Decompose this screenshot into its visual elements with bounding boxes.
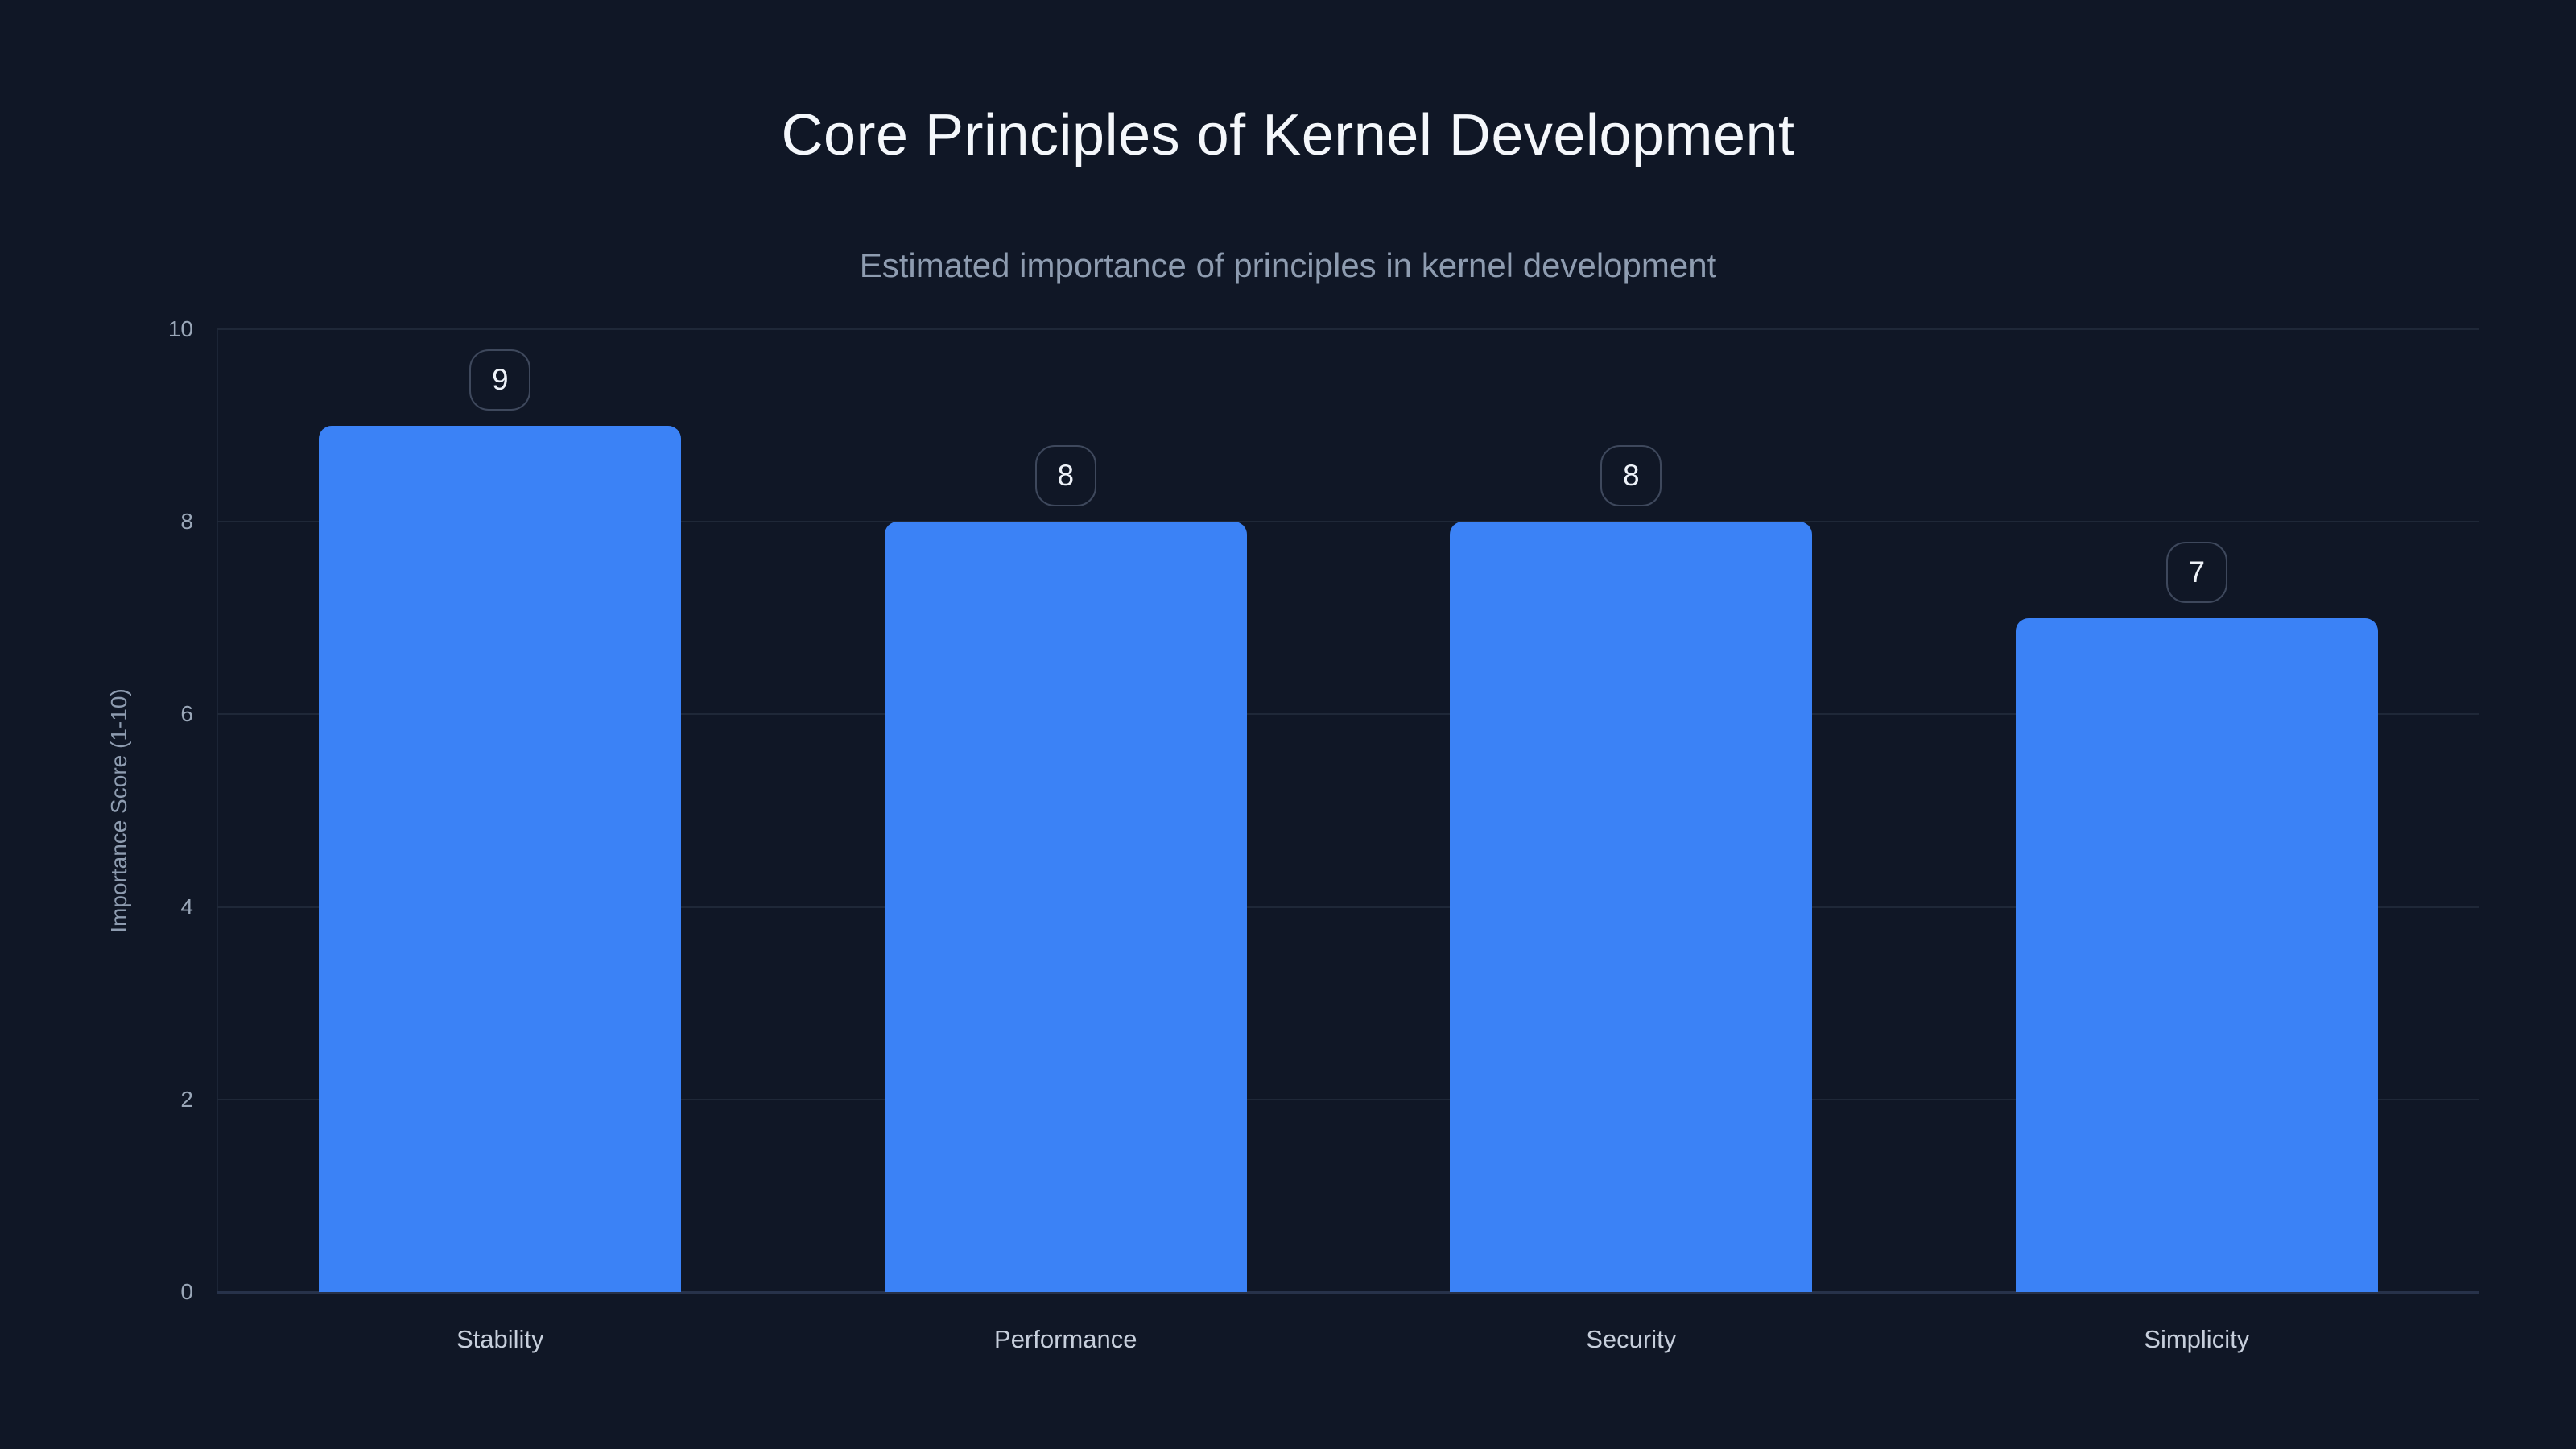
chart-subtitle: Estimated importance of principles in ke…: [859, 246, 1717, 284]
y-tick-label-0: 0: [180, 1279, 193, 1304]
chart-title: Core Principles of Kernel Development: [781, 103, 1795, 167]
bar-stability[interactable]: [319, 425, 682, 1292]
bar-simplicity[interactable]: [2015, 617, 2378, 1292]
value-badge-simplicity: 7: [2165, 541, 2227, 603]
gridline-y-4: [217, 906, 2479, 908]
bar-security[interactable]: [1450, 522, 1813, 1292]
category-label-simplicity: Simplicity: [2144, 1325, 2250, 1353]
gridline-y-2: [217, 1098, 2479, 1100]
category-label-security: Security: [1586, 1325, 1677, 1353]
category-label-performance: Performance: [994, 1325, 1137, 1353]
y-tick-label-8: 8: [180, 509, 193, 535]
plot-area: [217, 328, 2479, 1294]
gridline-y-6: [217, 713, 2479, 716]
gridline-y-10: [217, 328, 2479, 330]
value-badge-stability: 9: [469, 349, 531, 411]
y-tick-label-2: 2: [180, 1086, 193, 1112]
gridline-y-0: [217, 1291, 2479, 1294]
category-label-stability: Stability: [456, 1325, 544, 1353]
gridline-y-8: [217, 521, 2479, 523]
bar-performance[interactable]: [884, 522, 1247, 1292]
value-badge-performance: 8: [1034, 445, 1096, 507]
y-tick-label-10: 10: [167, 316, 193, 341]
y-tick-label-6: 6: [180, 701, 193, 727]
y-axis-line: [217, 329, 218, 1294]
y-tick-label-4: 4: [180, 894, 193, 919]
value-badge-security: 8: [1600, 445, 1662, 507]
